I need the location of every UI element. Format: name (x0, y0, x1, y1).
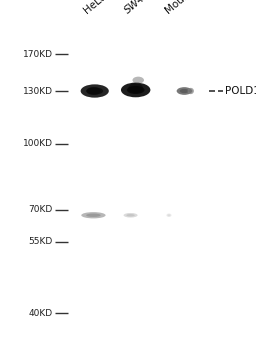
Ellipse shape (127, 86, 144, 94)
Ellipse shape (86, 214, 101, 217)
Ellipse shape (86, 87, 100, 95)
Text: 130KD: 130KD (23, 86, 52, 96)
Text: 70KD: 70KD (28, 205, 52, 215)
Ellipse shape (121, 83, 151, 97)
Ellipse shape (81, 84, 109, 98)
Ellipse shape (180, 89, 189, 93)
Ellipse shape (128, 83, 143, 93)
Ellipse shape (177, 87, 192, 95)
Text: 170KD: 170KD (23, 50, 52, 59)
Ellipse shape (81, 212, 105, 218)
Ellipse shape (126, 214, 135, 217)
Ellipse shape (167, 214, 170, 216)
Ellipse shape (86, 88, 103, 94)
Text: 40KD: 40KD (28, 309, 52, 318)
Text: 100KD: 100KD (23, 139, 52, 148)
Text: HeLa: HeLa (82, 0, 109, 16)
Ellipse shape (187, 88, 194, 94)
Text: Mouse spleen: Mouse spleen (164, 0, 225, 16)
Ellipse shape (166, 214, 172, 217)
Ellipse shape (123, 213, 138, 217)
Text: SW480: SW480 (123, 0, 157, 16)
Text: POLD1: POLD1 (225, 86, 256, 96)
Ellipse shape (189, 89, 193, 93)
Ellipse shape (133, 77, 144, 84)
Text: 55KD: 55KD (28, 237, 52, 246)
